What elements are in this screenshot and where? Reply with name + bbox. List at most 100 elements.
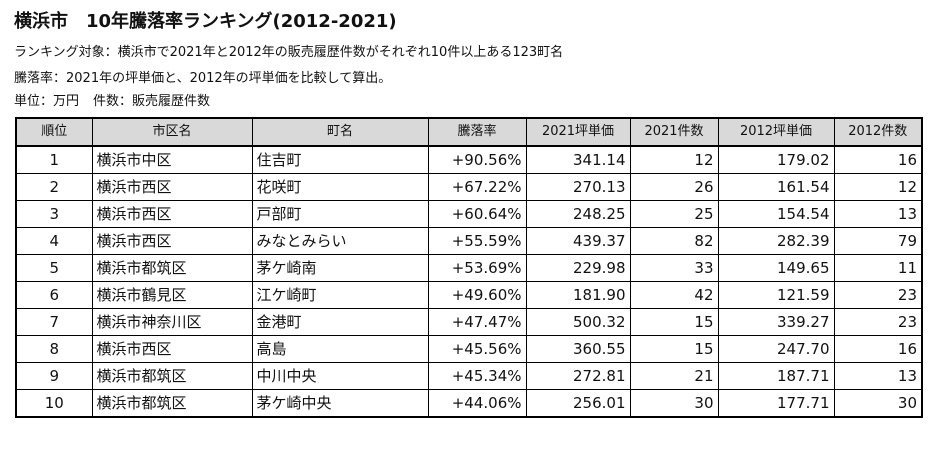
cell-change-rate: +90.56% [427,145,527,174]
cell-town: 茅ケ崎南 [251,254,429,282]
cell-ward: 横浜市鶴見区 [91,281,253,309]
cell-2021-price: 360.55 [525,335,631,363]
cell-change-rate: +53.69% [427,254,527,282]
cell-town: みなとみらい [251,227,429,255]
cell-2021-price: 439.37 [525,227,631,255]
cell-rank: 9 [15,362,93,390]
cell-2021-count: 30 [629,389,719,418]
header-rank: 順位 [15,117,93,147]
cell-ward: 横浜市西区 [91,227,253,255]
cell-change-rate: +67.22% [427,173,527,201]
cell-2012-price: 149.65 [717,254,835,282]
cell-rank: 10 [15,389,93,418]
cell-change-rate: +49.60% [427,281,527,309]
table-row: 6 横浜市鶴見区 江ケ崎町 +49.60% 181.90 42 121.59 2… [15,281,923,309]
cell-change-rate: +47.47% [427,308,527,336]
cell-change-rate: +44.06% [427,389,527,418]
table-row: 10 横浜市都筑区 茅ケ崎中央 +44.06% 256.01 30 177.71… [15,389,923,418]
cell-rank: 8 [15,335,93,363]
cell-2012-price: 154.54 [717,200,835,228]
cell-2021-price: 270.13 [525,173,631,201]
cell-town: 中川中央 [251,362,429,390]
cell-2021-price: 256.01 [525,389,631,418]
cell-ward: 横浜市都筑区 [91,254,253,282]
cell-2021-count: 33 [629,254,719,282]
cell-2012-count: 13 [833,200,923,228]
note-count: 件数：販売履歴件数 [93,94,211,109]
cell-2012-price: 177.71 [717,389,835,418]
table-row: 4 横浜市西区 みなとみらい +55.59% 439.37 82 282.39 … [15,227,923,255]
cell-2012-price: 282.39 [717,227,835,255]
cell-2012-price: 247.70 [717,335,835,363]
cell-town: 江ケ崎町 [251,281,429,309]
cell-2012-count: 30 [833,389,923,418]
cell-2021-count: 15 [629,335,719,363]
cell-2012-count: 16 [833,335,923,363]
cell-rank: 2 [15,173,93,201]
header-2021-price: 2021坪単価 [525,117,631,147]
cell-2012-price: 179.02 [717,145,835,174]
cell-ward: 横浜市都筑区 [91,362,253,390]
cell-2012-price: 339.27 [717,308,835,336]
cell-change-rate: +60.64% [427,200,527,228]
cell-change-rate: +55.59% [427,227,527,255]
cell-rank: 6 [15,281,93,309]
cell-rank: 3 [15,200,93,228]
cell-rank: 4 [15,227,93,255]
cell-rank: 1 [15,145,93,174]
title-main: 10年騰落率ランキング(2012-2021) [86,11,397,32]
cell-2012-price: 187.71 [717,362,835,390]
table-row: 9 横浜市都筑区 中川中央 +45.34% 272.81 21 187.71 1… [15,362,923,390]
cell-2021-count: 12 [629,145,719,174]
ranking-table: 順位 市区名 町名 騰落率 2021坪単価 2021件数 2012坪単価 201… [15,117,923,418]
header-2012-price: 2012坪単価 [717,117,835,147]
cell-ward: 横浜市西区 [91,173,253,201]
cell-ward: 横浜市中区 [91,145,253,174]
table-row: 3 横浜市西区 戸部町 +60.64% 248.25 25 154.54 13 [15,200,923,228]
note-units: 単位：万円 件数：販売履歴件数 [14,93,210,111]
cell-rank: 7 [15,308,93,336]
note-rate-definition: 騰落率：2021年の坪単価と、2012年の坪単価を比較して算出。 [14,71,392,86]
table-row: 8 横浜市西区 高島 +45.56% 360.55 15 247.70 16 [15,335,923,363]
page-title: 横浜市 10年騰落率ランキング(2012-2021) [14,10,397,34]
cell-2012-count: 79 [833,227,923,255]
cell-2021-count: 15 [629,308,719,336]
cell-2012-price: 121.59 [717,281,835,309]
header-2021-count: 2021件数 [629,117,719,147]
cell-ward: 横浜市西区 [91,335,253,363]
cell-2012-count: 12 [833,173,923,201]
cell-2021-price: 341.14 [525,145,631,174]
cell-town: 花咲町 [251,173,429,201]
cell-town: 金港町 [251,308,429,336]
cell-2012-count: 23 [833,308,923,336]
cell-2012-price: 161.54 [717,173,835,201]
cell-town: 住吉町 [251,145,429,174]
header-ward: 市区名 [91,117,253,147]
header-2012-count: 2012件数 [833,117,923,147]
cell-2021-price: 272.81 [525,362,631,390]
cell-2021-price: 229.98 [525,254,631,282]
cell-ward: 横浜市都筑区 [91,389,253,418]
note-ranking-target: ランキング対象：横浜市で2021年と2012年の販売履歴件数がそれぞれ10件以上… [14,45,564,60]
table-row: 5 横浜市都筑区 茅ケ崎南 +53.69% 229.98 33 149.65 1… [15,254,923,282]
cell-2012-count: 16 [833,145,923,174]
cell-2021-price: 248.25 [525,200,631,228]
cell-2021-count: 26 [629,173,719,201]
cell-ward: 横浜市西区 [91,200,253,228]
note-unit: 単位：万円 [14,94,80,109]
cell-2021-count: 42 [629,281,719,309]
cell-2021-count: 82 [629,227,719,255]
cell-change-rate: +45.34% [427,362,527,390]
cell-2012-count: 13 [833,362,923,390]
table-row: 1 横浜市中区 住吉町 +90.56% 341.14 12 179.02 16 [15,145,923,174]
cell-change-rate: +45.56% [427,335,527,363]
cell-town: 高島 [251,335,429,363]
table-row: 2 横浜市西区 花咲町 +67.22% 270.13 26 161.54 12 [15,173,923,201]
cell-town: 茅ケ崎中央 [251,389,429,418]
table-row: 7 横浜市神奈川区 金港町 +47.47% 500.32 15 339.27 2… [15,308,923,336]
cell-2021-price: 500.32 [525,308,631,336]
header-town: 町名 [251,117,429,147]
cell-2021-count: 25 [629,200,719,228]
cell-rank: 5 [15,254,93,282]
cell-ward: 横浜市神奈川区 [91,308,253,336]
